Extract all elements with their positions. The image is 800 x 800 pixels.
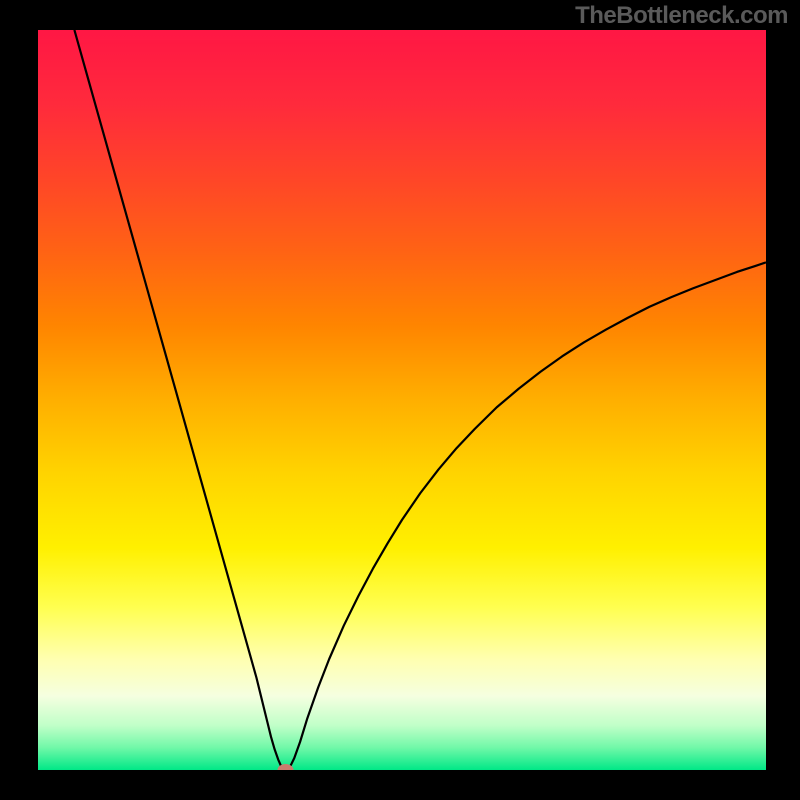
chart-background bbox=[38, 30, 766, 770]
bottleneck-chart bbox=[38, 30, 766, 770]
chart-frame: TheBottleneck.com bbox=[0, 0, 800, 800]
watermark-text: TheBottleneck.com bbox=[575, 2, 788, 30]
